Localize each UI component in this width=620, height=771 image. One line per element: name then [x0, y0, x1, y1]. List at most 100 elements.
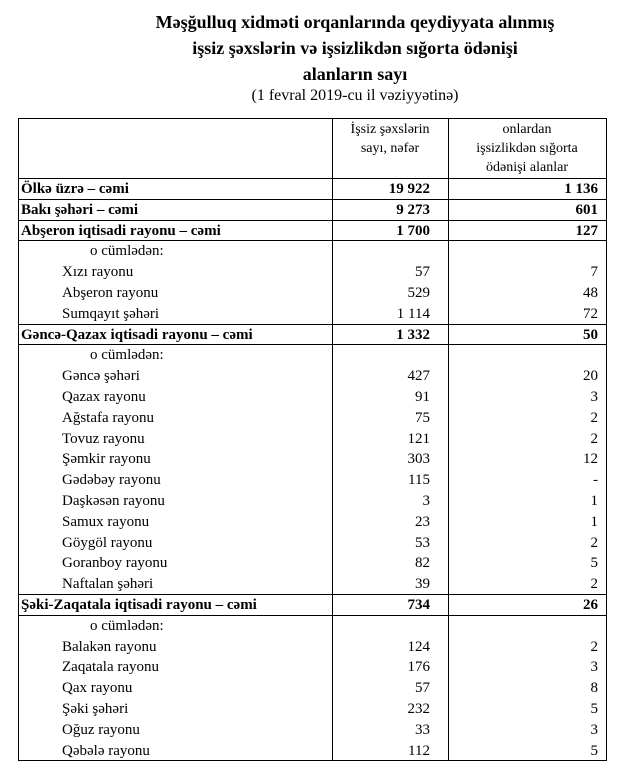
- cell-value: 121: [407, 430, 431, 447]
- cell-value: 48: [583, 285, 598, 301]
- row-subheader: o cümlədən:: [90, 347, 164, 364]
- rule: [18, 219, 606, 221]
- cell-value: 5: [590, 742, 599, 759]
- column-header: ödənişi alanlar: [485, 160, 569, 175]
- cell-value: 232: [407, 701, 431, 717]
- cell-value: 53: [415, 534, 430, 551]
- cell-value: 91: [415, 389, 430, 405]
- row-subheader: o cümlədən:: [90, 243, 164, 260]
- cell-value: 427: [407, 368, 431, 385]
- row-label: Bakı şəhəri – cəmi: [21, 201, 139, 218]
- row-label: Goranboy rayonu: [62, 555, 168, 572]
- row-label: Abşeron iqtisadi rayonu – cəmi: [21, 222, 221, 239]
- cell-value: 33: [415, 721, 430, 738]
- column-header: işsizlikdən sığorta: [476, 141, 578, 156]
- rule: [332, 118, 333, 762]
- row-label: Oğuz rayonu: [62, 721, 140, 738]
- row-label: Balakən rayonu: [62, 638, 157, 655]
- rule: [18, 760, 607, 762]
- title-line: Məşğulluq xidməti orqanlarında qeydiyyat…: [155, 12, 555, 32]
- cell-value: -: [593, 472, 598, 489]
- row-label: Qax rayonu: [62, 680, 133, 697]
- row-label: Daşkəsən rayonu: [62, 493, 165, 509]
- row-label: Samux rayonu: [62, 513, 150, 530]
- cell-value: 8: [590, 680, 599, 697]
- cell-value: 50: [583, 326, 598, 343]
- row-label: Abşeron rayonu: [62, 285, 159, 301]
- row-label: Şəki şəhəri: [62, 701, 129, 717]
- column-header: onlardan: [502, 122, 552, 137]
- cell-value: 75: [415, 409, 430, 426]
- title-line: işsiz şəxslərin və işsizlikdən sığorta ö…: [192, 38, 518, 58]
- row-label: Gəncə şəhəri: [62, 368, 140, 385]
- row-label: Ağstafa rayonu: [62, 409, 155, 426]
- cell-value: 127: [575, 222, 599, 239]
- cell-value: 2: [590, 409, 599, 426]
- row-label: Qəbələ rayonu: [62, 742, 150, 759]
- rule: [18, 118, 607, 119]
- cell-value: 57: [415, 680, 430, 697]
- cell-value: 5: [590, 555, 599, 572]
- cell-value: 3: [422, 493, 431, 509]
- row-label: Şəki-Zaqatala iqtisadi rayonu – cəmi: [21, 597, 257, 613]
- cell-value: 124: [407, 638, 431, 655]
- cell-value: 3: [590, 721, 599, 738]
- row-label: Zaqatala rayonu: [62, 659, 160, 676]
- cell-value: 176: [407, 659, 431, 676]
- rule: [448, 118, 449, 762]
- cell-value: 72: [583, 305, 598, 322]
- cell-value: 7: [590, 264, 599, 281]
- cell-value: 2: [590, 430, 599, 447]
- cell-value: 601: [575, 201, 599, 218]
- cell-value: 19 922: [388, 181, 430, 197]
- cell-value: 39: [415, 576, 430, 593]
- row-label: Göygöl rayonu: [62, 534, 153, 551]
- rule: [18, 178, 606, 179]
- cell-value: 1 700: [396, 222, 430, 239]
- cell-value: 12: [583, 451, 598, 468]
- cell-value: 1: [590, 513, 599, 530]
- rule: [18, 240, 606, 242]
- cell-value: 5: [590, 701, 599, 717]
- row-label: Naftalan şəhəri: [62, 576, 154, 593]
- row-label: Ölkə üzrə – cəmi: [21, 181, 129, 197]
- column-header: sayı, nəfər: [360, 141, 420, 156]
- cell-value: 23: [415, 513, 430, 530]
- cell-value: 26: [583, 597, 598, 613]
- cell-value: 2: [590, 576, 599, 593]
- rule: [606, 118, 607, 762]
- rule: [18, 323, 606, 325]
- cell-value: 3: [590, 659, 599, 676]
- cell-value: 529: [407, 285, 431, 301]
- row-subheader: o cümlədən:: [90, 617, 164, 634]
- cell-value: 734: [407, 597, 431, 613]
- cell-value: 1 332: [396, 326, 430, 343]
- cell-value: 2: [590, 638, 599, 655]
- cell-value: 112: [408, 742, 430, 759]
- cell-value: 2: [590, 534, 599, 551]
- cell-value: 1 114: [396, 305, 430, 322]
- cell-value: 1 136: [564, 181, 598, 197]
- subtitle: (1 fevral 2019-cu il vəziyyətinə): [251, 87, 459, 104]
- row-label: Xızı rayonu: [62, 264, 134, 281]
- rule: [18, 118, 19, 762]
- cell-value: 303: [407, 451, 431, 468]
- cell-value: 20: [583, 368, 598, 385]
- row-label: Sumqayıt şəhəri: [62, 305, 160, 322]
- cell-value: 115: [408, 472, 430, 489]
- cell-value: 57: [415, 264, 430, 281]
- rule: [18, 344, 606, 346]
- row-label: Gədəbəy rayonu: [62, 472, 161, 489]
- row-label: Şəmkir rayonu: [62, 451, 151, 468]
- rule: [18, 614, 606, 616]
- cell-value: 1: [590, 493, 599, 509]
- cell-value: 3: [590, 389, 599, 405]
- title-line: alanların sayı: [302, 64, 408, 84]
- rule: [18, 594, 606, 595]
- row-label: Qazax rayonu: [62, 389, 146, 405]
- column-header: İşsiz şəxslərin: [350, 122, 430, 137]
- row-label: Gəncə-Qazax iqtisadi rayonu – cəmi: [21, 326, 253, 343]
- row-label: Tovuz rayonu: [62, 430, 145, 447]
- rule: [18, 198, 606, 200]
